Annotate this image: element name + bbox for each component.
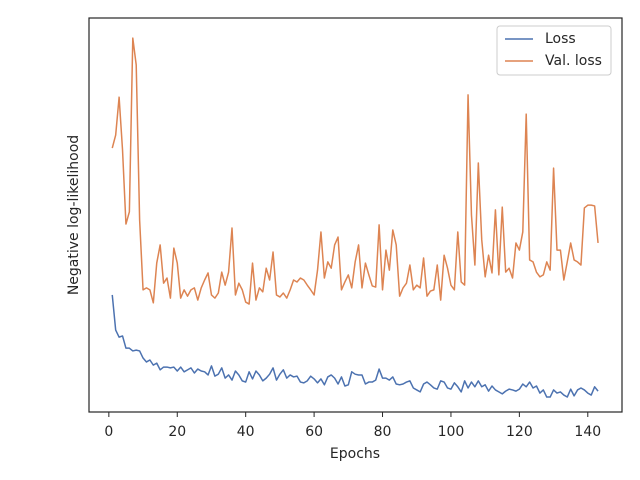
x-axis-label: Epochs bbox=[330, 446, 380, 462]
x-tick-label: 100 bbox=[438, 424, 465, 440]
x-tick-label: 140 bbox=[574, 424, 601, 440]
y-axis-label: Negative log-likelihood bbox=[66, 135, 82, 295]
x-tick-label: 80 bbox=[374, 424, 392, 440]
x-tick-label: 40 bbox=[237, 424, 255, 440]
plot-frame bbox=[88, 17, 623, 413]
x-tick-label: 0 bbox=[104, 424, 113, 440]
x-tick-label: 120 bbox=[506, 424, 533, 440]
series-line bbox=[111, 37, 599, 305]
x-tick-label: 60 bbox=[305, 424, 323, 440]
legend-label: Val. loss bbox=[545, 53, 602, 69]
series-line bbox=[111, 294, 599, 398]
legend-label: Loss bbox=[545, 31, 576, 47]
x-tick-label: 20 bbox=[168, 424, 186, 440]
